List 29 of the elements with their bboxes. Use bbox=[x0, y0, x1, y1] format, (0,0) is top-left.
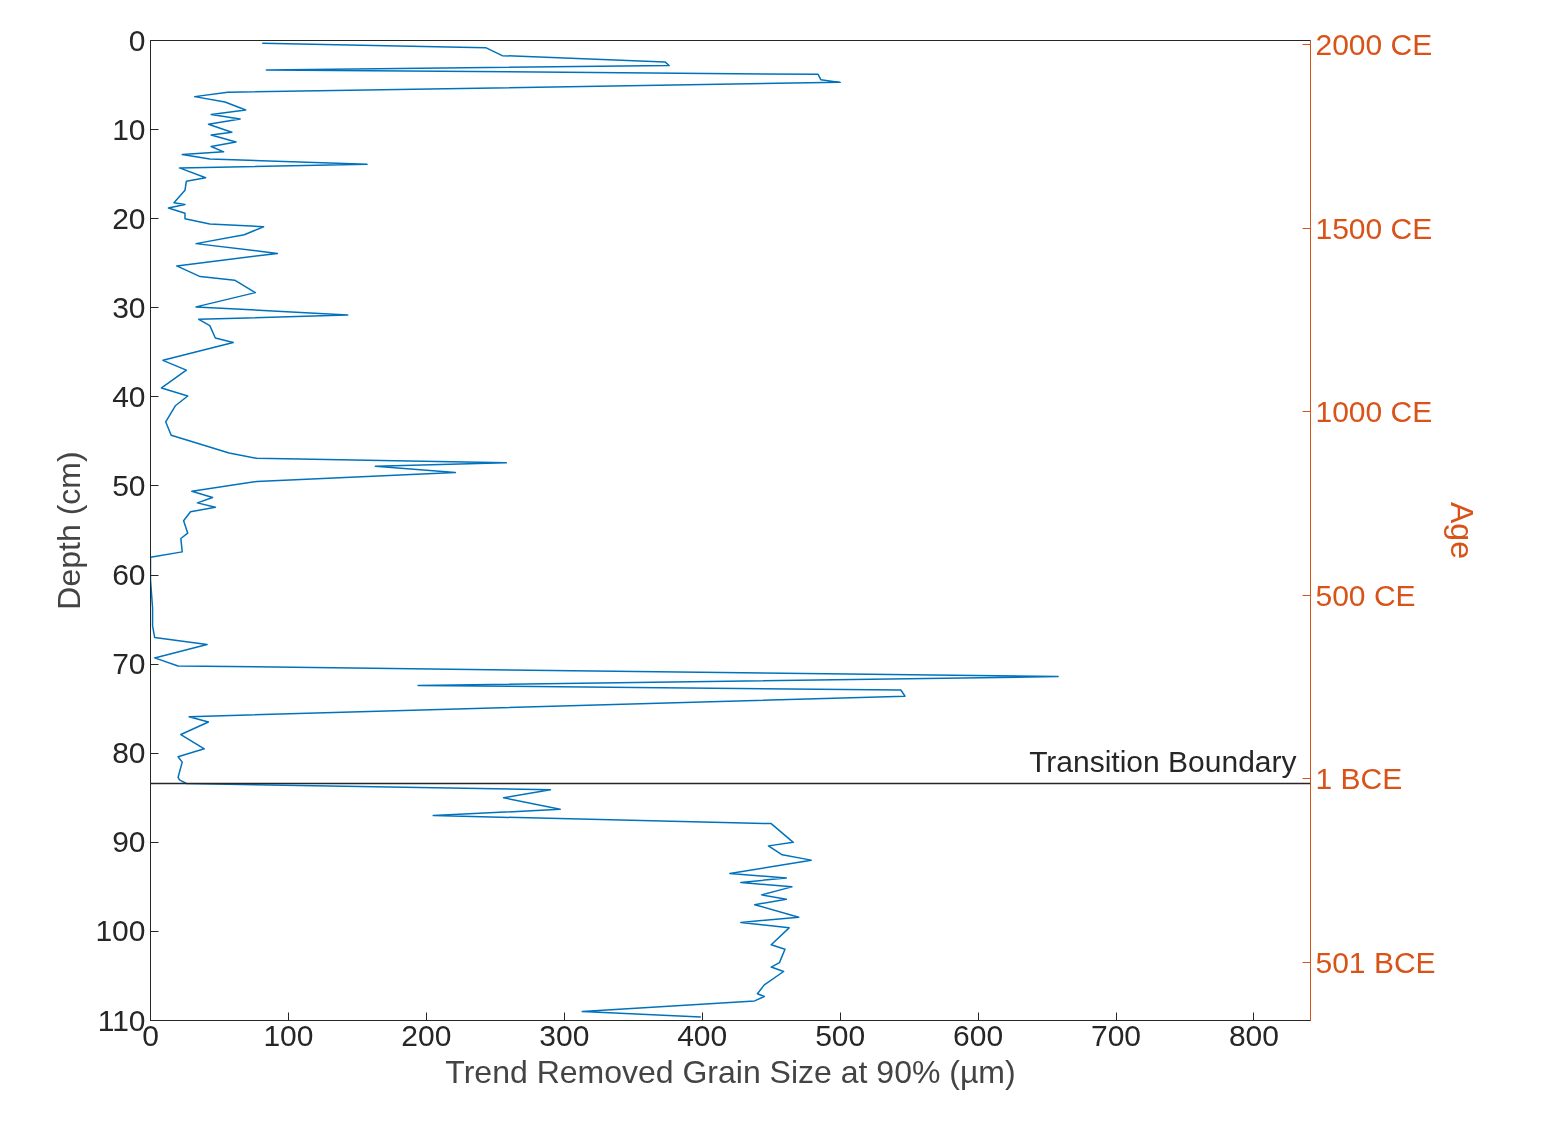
y-tick-label: 0 bbox=[128, 23, 146, 57]
y-tick-label: 50 bbox=[112, 468, 146, 502]
y2-tick-label: 1 BCE bbox=[1315, 762, 1403, 796]
y2-tick-label: 501 BCE bbox=[1315, 946, 1436, 980]
x-tick-label: 400 bbox=[677, 1018, 728, 1052]
y-tick-label: 60 bbox=[112, 558, 146, 592]
y-tick-label: 20 bbox=[112, 201, 146, 235]
y-tick-label: 30 bbox=[112, 290, 146, 324]
x-tick-label: 500 bbox=[815, 1018, 866, 1052]
y2-tick-label: 2000 CE bbox=[1315, 28, 1433, 62]
x-tick-label: 600 bbox=[953, 1018, 1004, 1052]
x-tick-label: 800 bbox=[1228, 1018, 1279, 1052]
y-axis-title: Depth (cm) bbox=[51, 451, 88, 610]
y2-tick-label: 500 CE bbox=[1315, 578, 1416, 612]
y-tick-label: 100 bbox=[95, 914, 146, 948]
y2-tick-label: 1500 CE bbox=[1315, 211, 1433, 245]
x-tick-label: 200 bbox=[401, 1018, 452, 1052]
y2-tick-label: 1000 CE bbox=[1315, 395, 1433, 429]
y2-axis-title: Age bbox=[1443, 502, 1480, 559]
x-axis-title: Trend Removed Grain Size at 90% (µm) bbox=[445, 1053, 1016, 1090]
y-tick-label: 80 bbox=[112, 736, 146, 770]
x-tick-label: 300 bbox=[539, 1018, 590, 1052]
y-tick-label: 40 bbox=[112, 379, 146, 413]
ref-line-label: Transition Boundary bbox=[1029, 744, 1297, 778]
x-tick-label: 100 bbox=[263, 1018, 314, 1052]
x-tick-label: 700 bbox=[1090, 1018, 1142, 1052]
y-tick-label: 10 bbox=[112, 112, 146, 146]
y-tick-label: 90 bbox=[112, 825, 146, 859]
y-tick-label: 70 bbox=[112, 647, 146, 681]
